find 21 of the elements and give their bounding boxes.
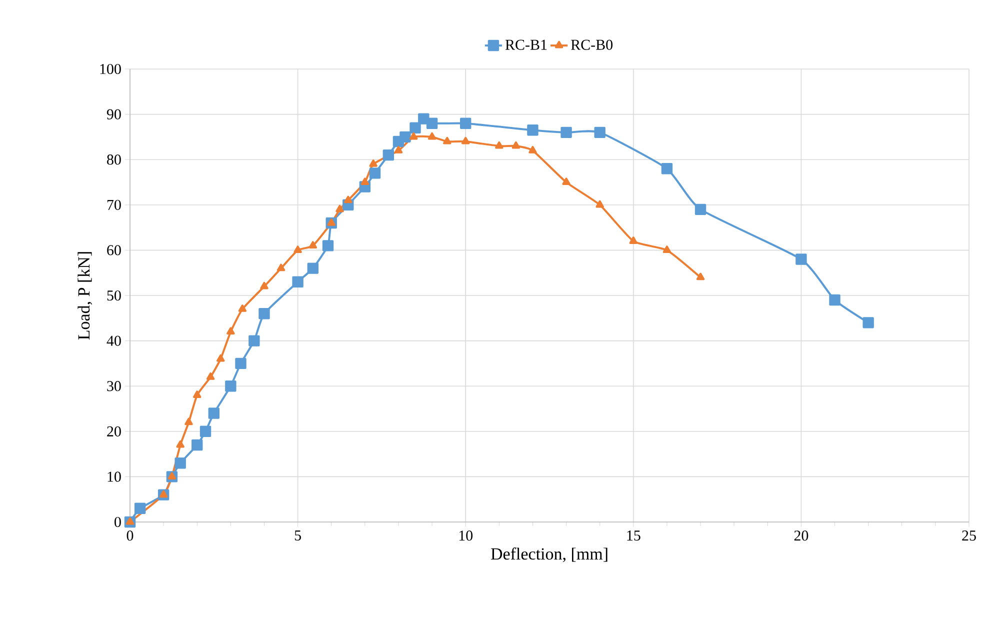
- x-tick-label: 15: [627, 530, 640, 541]
- y-tick-label: 20: [107, 426, 121, 436]
- y-tick-label: 100: [100, 64, 121, 74]
- x-tick-label: 10: [459, 530, 473, 541]
- y-tick-label: 0: [114, 516, 121, 528]
- y-tick-label: 30: [107, 381, 121, 392]
- legend-label: RC-B1: [505, 40, 547, 50]
- y-tick-label: 90: [106, 109, 121, 120]
- y-tick-label: 10: [108, 472, 121, 482]
- y-tick-label: 40: [106, 336, 121, 346]
- legend-label: RC-B0: [571, 40, 613, 50]
- y-tick-label: 50: [107, 290, 121, 301]
- x-tick-label: 0: [126, 530, 134, 541]
- x-tick-label: 5: [294, 530, 301, 540]
- y-tick-label: 60: [107, 245, 121, 256]
- y-tick-label: 70: [107, 200, 121, 210]
- x-axis-title: Deflection, [mm]: [490, 548, 608, 562]
- y-axis-title: Load, P [kN]: [78, 252, 92, 340]
- x-tick-label: 20: [794, 530, 808, 541]
- y-tick-label: 80: [107, 154, 121, 165]
- x-tick-label: 25: [962, 530, 976, 541]
